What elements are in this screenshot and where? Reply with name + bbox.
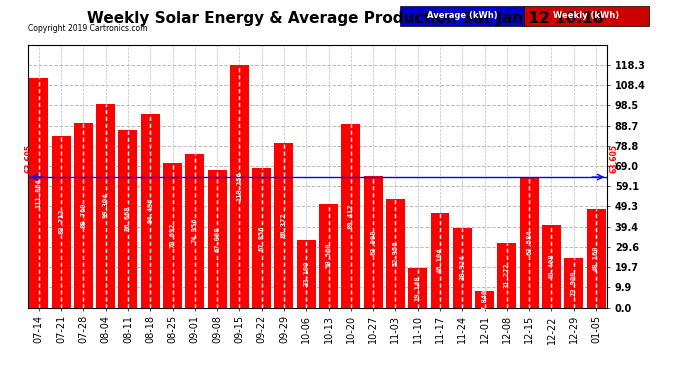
Text: 74.956: 74.956 (192, 218, 198, 243)
Text: 83.712: 83.712 (58, 209, 64, 234)
Bar (253, 168, 271, 308)
Bar (186, 154, 204, 308)
Bar (520, 177, 539, 308)
Text: 38.924: 38.924 (460, 255, 465, 280)
Text: 63.908: 63.908 (370, 229, 376, 255)
Text: 31.272: 31.272 (504, 262, 510, 288)
Text: Average (kWh): Average (kWh) (427, 12, 497, 20)
Text: 40.408: 40.408 (549, 254, 555, 279)
Bar (475, 291, 494, 308)
Text: 99.304: 99.304 (103, 193, 108, 218)
Bar (52, 136, 70, 308)
Text: 86.668: 86.668 (125, 206, 131, 231)
Bar (497, 243, 516, 308)
Bar (230, 65, 249, 308)
Text: 89.760: 89.760 (80, 203, 86, 228)
Text: 89.412: 89.412 (348, 203, 354, 229)
Text: 48.160: 48.160 (593, 245, 599, 271)
Text: 67.856: 67.856 (259, 225, 265, 251)
Text: 46.104: 46.104 (437, 248, 443, 273)
Text: 33.100: 33.100 (303, 261, 309, 286)
Text: 118.256: 118.256 (237, 171, 242, 201)
Text: 63.584: 63.584 (526, 230, 532, 255)
Bar (564, 258, 583, 308)
Bar (364, 177, 382, 308)
Bar (386, 199, 405, 308)
Bar (96, 104, 115, 308)
Bar (408, 268, 427, 308)
Text: 70.692: 70.692 (170, 222, 175, 248)
Bar (141, 114, 159, 308)
Text: Weekly Solar Energy & Average Production Sat Jan 12 16:18: Weekly Solar Energy & Average Production… (87, 11, 603, 26)
Text: 67.008: 67.008 (214, 226, 220, 252)
Bar (542, 225, 561, 308)
Text: Weekly (kWh): Weekly (kWh) (553, 12, 620, 20)
Text: 94.496: 94.496 (147, 198, 153, 223)
Bar (74, 123, 92, 308)
Bar (586, 209, 606, 308)
Text: 63.605: 63.605 (609, 144, 618, 173)
Bar (208, 170, 226, 308)
Bar (319, 204, 338, 308)
Text: 7.840: 7.840 (482, 289, 488, 310)
Text: 111.864: 111.864 (36, 178, 42, 208)
Bar (29, 78, 48, 308)
Text: 19.148: 19.148 (415, 275, 421, 301)
Text: 23.900: 23.900 (571, 270, 577, 296)
Bar (453, 228, 472, 308)
Bar (163, 162, 182, 308)
Bar (297, 240, 316, 308)
Text: 52.956: 52.956 (393, 240, 398, 266)
Bar (119, 130, 137, 308)
Bar (342, 124, 360, 308)
Text: Copyright 2019 Cartronics.com: Copyright 2019 Cartronics.com (28, 24, 147, 33)
Text: 80.372: 80.372 (281, 212, 287, 238)
Text: 63.605: 63.605 (24, 144, 33, 173)
Bar (431, 213, 449, 308)
Text: 50.560: 50.560 (326, 243, 332, 268)
Bar (275, 142, 293, 308)
